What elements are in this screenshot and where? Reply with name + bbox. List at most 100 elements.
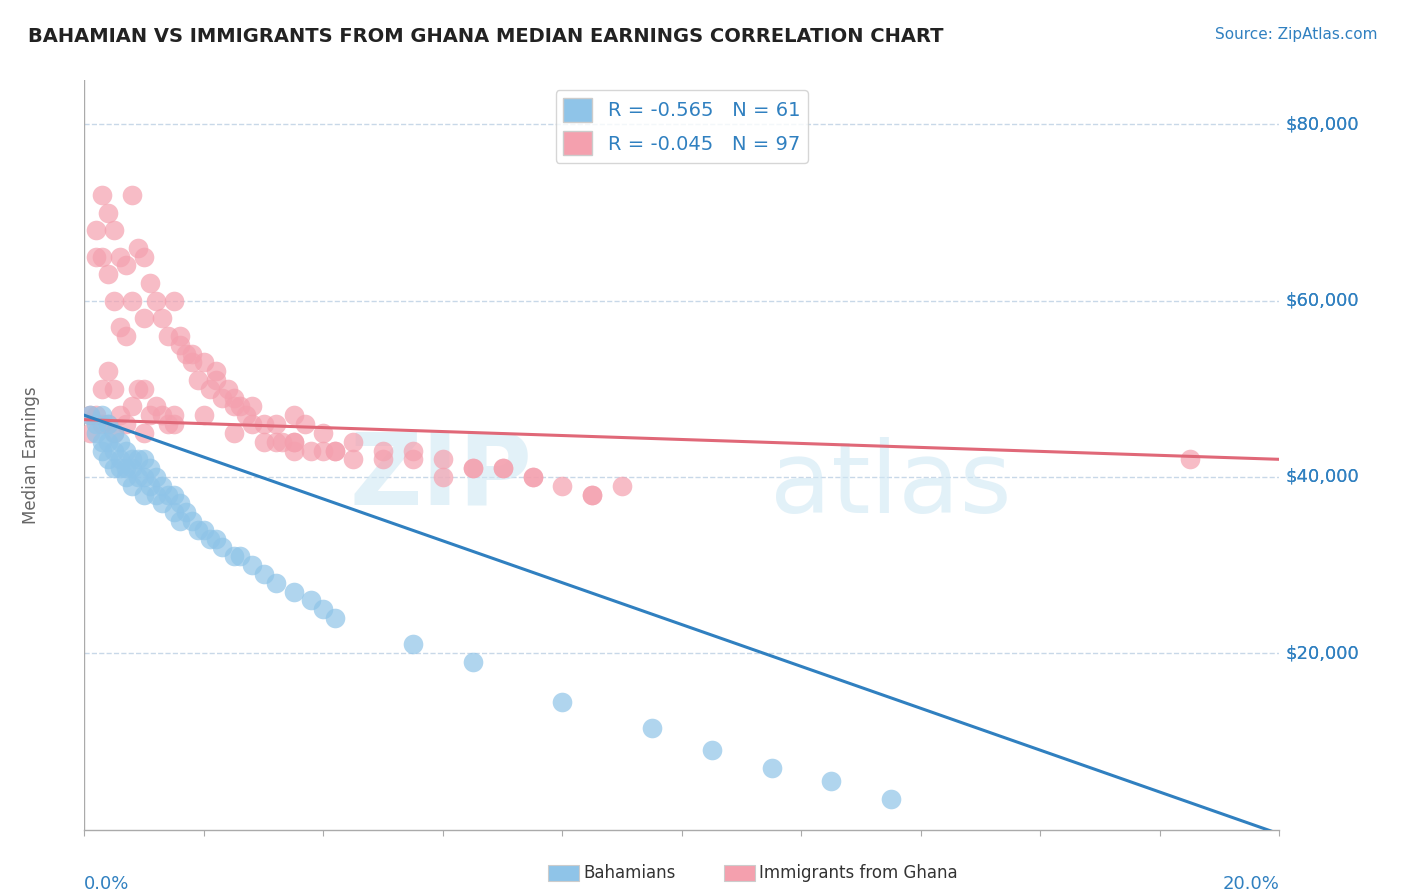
Point <box>253 434 276 449</box>
Point <box>312 425 335 440</box>
Point <box>115 461 138 475</box>
Point <box>97 434 120 449</box>
Text: $80,000: $80,000 <box>1285 115 1360 134</box>
Text: BAHAMIAN VS IMMIGRANTS FROM GHANA MEDIAN EARNINGS CORRELATION CHART: BAHAMIAN VS IMMIGRANTS FROM GHANA MEDIAN… <box>28 27 943 45</box>
Point <box>492 461 515 475</box>
Point <box>110 320 132 334</box>
Point <box>139 276 162 290</box>
Point <box>110 434 132 449</box>
Point <box>163 417 186 431</box>
Point <box>229 400 252 414</box>
Point <box>91 434 114 449</box>
Point <box>193 523 215 537</box>
Point <box>127 452 149 467</box>
Point <box>163 293 186 308</box>
Point <box>312 602 335 616</box>
Point <box>150 479 173 493</box>
Point <box>217 382 239 396</box>
Point <box>551 479 574 493</box>
Point <box>145 293 167 308</box>
Point <box>174 346 197 360</box>
Point <box>187 373 209 387</box>
Point <box>97 417 120 431</box>
Point <box>132 250 156 264</box>
Point <box>461 461 484 475</box>
Point <box>91 250 114 264</box>
Point <box>253 566 276 581</box>
Point <box>145 487 167 501</box>
Point <box>132 311 156 326</box>
Point <box>121 479 143 493</box>
Point <box>91 417 114 431</box>
Point <box>283 434 305 449</box>
Point <box>461 461 484 475</box>
Point <box>163 409 186 423</box>
Point <box>461 655 484 669</box>
Point <box>145 470 167 484</box>
Point <box>222 549 245 564</box>
Legend: R = -0.565   N = 61, R = -0.045   N = 97: R = -0.565 N = 61, R = -0.045 N = 97 <box>555 90 808 162</box>
Point <box>79 409 101 423</box>
Point <box>240 558 263 573</box>
Text: $40,000: $40,000 <box>1285 468 1360 486</box>
Point <box>132 382 156 396</box>
Point <box>283 434 305 449</box>
Point <box>139 409 162 423</box>
Point <box>79 425 101 440</box>
Text: $20,000: $20,000 <box>1285 644 1360 662</box>
Point <box>240 417 263 431</box>
Point <box>492 461 515 475</box>
Point <box>294 417 316 431</box>
Point <box>193 355 215 369</box>
Point <box>91 409 114 423</box>
Point <box>253 417 276 431</box>
Point <box>103 425 125 440</box>
Point <box>157 487 180 501</box>
Text: 20.0%: 20.0% <box>1223 874 1279 892</box>
Text: atlas: atlas <box>770 437 1012 534</box>
Point <box>402 452 425 467</box>
Point <box>86 250 108 264</box>
Point <box>121 187 143 202</box>
Point <box>820 774 842 789</box>
Point <box>198 382 221 396</box>
Point <box>235 409 257 423</box>
Point <box>97 364 120 378</box>
Point <box>432 470 454 484</box>
Point <box>91 187 114 202</box>
Point <box>283 409 305 423</box>
Point <box>150 496 173 510</box>
Text: $40,000: $40,000 <box>1285 468 1360 486</box>
Point <box>91 382 114 396</box>
Point <box>150 311 173 326</box>
Point <box>163 487 186 501</box>
Point <box>181 355 204 369</box>
Point <box>211 391 233 405</box>
Point <box>127 241 149 255</box>
Point <box>325 443 347 458</box>
Point <box>342 434 364 449</box>
Point <box>103 443 125 458</box>
Point <box>325 443 347 458</box>
Point <box>283 443 305 458</box>
Point <box>110 409 132 423</box>
Point <box>229 549 252 564</box>
Point <box>115 329 138 343</box>
Point <box>86 409 108 423</box>
Point <box>222 425 245 440</box>
Point <box>432 452 454 467</box>
Point <box>270 434 292 449</box>
Point <box>132 487 156 501</box>
Point <box>312 443 335 458</box>
Point <box>86 223 108 237</box>
Point <box>115 259 138 273</box>
Point <box>103 382 125 396</box>
Point <box>121 461 143 475</box>
Point <box>205 373 228 387</box>
Point <box>301 443 323 458</box>
Point <box>97 417 120 431</box>
Point <box>198 532 221 546</box>
Point <box>700 743 723 757</box>
Point <box>264 417 287 431</box>
Point <box>522 470 544 484</box>
